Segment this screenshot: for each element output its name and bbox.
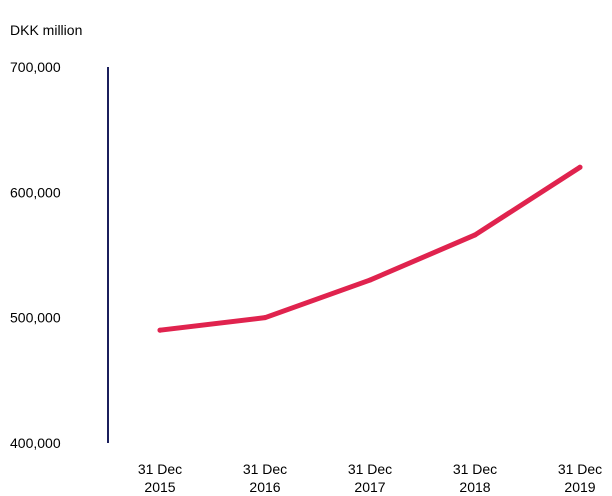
series-line	[157, 164, 583, 333]
x-tick-label: 31 Dec 2019	[558, 461, 602, 495]
y-tick-label: 700,000	[10, 59, 61, 75]
data-point	[472, 232, 478, 238]
y-tick-labels: 400,000 500,000 600,000 700,000	[10, 59, 61, 451]
x-tick-label: 31 Dec 2016	[243, 461, 287, 495]
data-point	[367, 277, 373, 283]
data-point	[262, 315, 268, 321]
y-unit-label: DKK million	[10, 22, 82, 38]
x-tick-label: 31 Dec 2018	[453, 461, 497, 495]
y-tick-label: 500,000	[10, 310, 61, 326]
y-tick-label: 400,000	[10, 435, 61, 451]
x-tick-label: 31 Dec 2017	[348, 461, 392, 495]
x-tick-labels: 31 Dec 2015 31 Dec 2016 31 Dec 2017 31 Dec 2018…	[138, 461, 602, 495]
data-point	[577, 164, 583, 170]
data-point	[157, 327, 163, 333]
x-tick-label: 31 Dec 2015	[138, 461, 182, 495]
y-tick-label: 600,000	[10, 184, 61, 200]
